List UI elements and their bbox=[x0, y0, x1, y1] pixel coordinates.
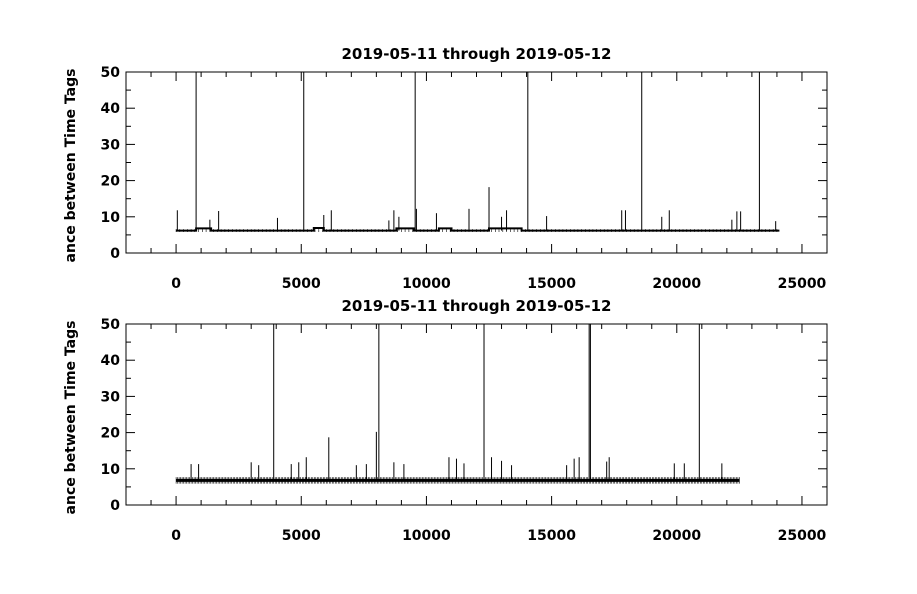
plot-frame bbox=[125, 71, 828, 254]
y-tick-label: 30 bbox=[101, 389, 121, 405]
y-tick-label: 20 bbox=[101, 426, 121, 442]
series-noise bbox=[175, 229, 778, 232]
y-tick-label: 10 bbox=[101, 462, 121, 478]
y-tick-label: 40 bbox=[101, 353, 121, 369]
series-noise bbox=[175, 477, 740, 484]
x-tick-label: 0 bbox=[171, 528, 181, 544]
chart-title: 2019-05-11 through 2019-05-12 bbox=[342, 45, 612, 63]
x-tick-label: 25000 bbox=[778, 276, 827, 292]
y-tick-label: 50 bbox=[101, 317, 121, 333]
x-tick-label: 10000 bbox=[402, 528, 451, 544]
chart-title: 2019-05-11 through 2019-05-12 bbox=[342, 297, 612, 315]
x-tick-label: 0 bbox=[171, 276, 181, 292]
x-tick-label: 25000 bbox=[778, 528, 827, 544]
x-tick-label: 5000 bbox=[282, 276, 321, 292]
y-tick-label: 20 bbox=[101, 174, 121, 190]
y-axis-label: ance between Time Tags bbox=[63, 69, 79, 263]
chart-panel-2: 2019-05-11 through 2019-05-12 ance betwee… bbox=[63, 297, 828, 544]
x-tick-label: 5000 bbox=[282, 528, 321, 544]
y-axis-label: ance between Time Tags bbox=[63, 321, 79, 515]
y-tick-label: 0 bbox=[110, 498, 120, 514]
y-tick-label: 40 bbox=[101, 101, 121, 117]
x-tick-label: 15000 bbox=[527, 528, 576, 544]
x-tick-label: 20000 bbox=[652, 528, 701, 544]
y-tick-label: 30 bbox=[101, 137, 121, 153]
x-tick-label: 20000 bbox=[652, 276, 701, 292]
chart-panel-1: 2019-05-11 through 2019-05-12 ance betwee… bbox=[63, 45, 828, 292]
y-tick-label: 10 bbox=[101, 210, 121, 226]
y-tick-label: 50 bbox=[101, 65, 121, 81]
x-tick-label: 10000 bbox=[402, 276, 451, 292]
x-tick-label: 15000 bbox=[527, 276, 576, 292]
y-tick-label: 0 bbox=[110, 246, 120, 262]
series-baseline bbox=[176, 227, 780, 232]
